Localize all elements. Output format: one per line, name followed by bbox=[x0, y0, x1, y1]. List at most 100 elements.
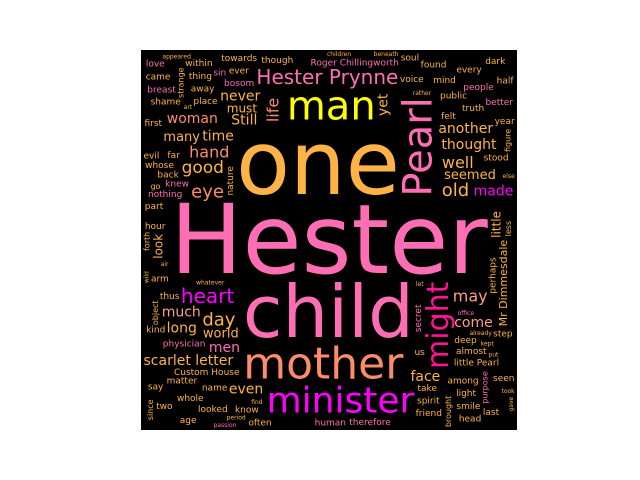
cloud-word: might bbox=[421, 281, 456, 369]
cloud-word: hand bbox=[189, 142, 229, 161]
cloud-word: world bbox=[203, 326, 239, 341]
cloud-word: whose bbox=[145, 161, 174, 171]
cloud-word: know bbox=[235, 406, 259, 416]
cloud-word: therefore bbox=[349, 418, 391, 428]
cloud-word: mind bbox=[433, 76, 456, 86]
cloud-word: better bbox=[485, 98, 513, 108]
cloud-word: Hester bbox=[170, 184, 488, 296]
cloud-word: already bbox=[469, 330, 492, 337]
cloud-word: one bbox=[236, 112, 400, 215]
cloud-word: though bbox=[261, 56, 293, 66]
cloud-word: dark bbox=[485, 57, 506, 67]
cloud-word: last bbox=[483, 408, 500, 418]
cloud-word: office bbox=[458, 310, 475, 317]
cloud-word: place bbox=[193, 97, 218, 107]
cloud-word: love bbox=[146, 60, 165, 70]
cloud-word: even bbox=[229, 382, 263, 398]
cloud-word: spirit bbox=[417, 396, 440, 406]
cloud-word: light bbox=[456, 389, 476, 399]
cloud-word: else bbox=[503, 173, 515, 180]
cloud-word: Hester Prynne bbox=[256, 65, 398, 89]
cloud-word: eye bbox=[191, 182, 224, 203]
cloud-word: part bbox=[145, 202, 164, 212]
cloud-word: first bbox=[144, 119, 162, 129]
cloud-word: time bbox=[202, 129, 234, 145]
cloud-word: object bbox=[151, 300, 160, 325]
cloud-word: among bbox=[447, 377, 478, 387]
cloud-word: forth bbox=[142, 232, 151, 251]
cloud-word: Mr Dimmesdale bbox=[497, 240, 510, 327]
cloud-word: old bbox=[442, 180, 469, 201]
cloud-word: truth bbox=[462, 104, 484, 114]
cloud-word: towards bbox=[221, 54, 257, 64]
cloud-word: made bbox=[474, 184, 514, 200]
cloud-word: looked bbox=[198, 405, 228, 415]
cloud-word: yet bbox=[375, 93, 391, 116]
cloud-word: often bbox=[248, 419, 271, 429]
cloud-word: air bbox=[161, 261, 169, 268]
cloud-word: breast bbox=[147, 85, 176, 95]
cloud-word: art bbox=[184, 104, 193, 111]
cloud-word: head bbox=[459, 415, 481, 425]
cloud-word: arm bbox=[151, 275, 169, 285]
cloud-word: secret bbox=[414, 304, 424, 332]
cloud-word: brought bbox=[444, 396, 453, 427]
cloud-word: whole bbox=[177, 394, 204, 404]
cloud-word: within bbox=[185, 59, 212, 69]
cloud-word: kept bbox=[481, 341, 495, 348]
cloud-word: hour bbox=[145, 222, 166, 232]
cloud-word: kind bbox=[146, 325, 165, 335]
cloud-word: us bbox=[414, 348, 425, 358]
cloud-word: well bbox=[442, 153, 474, 172]
cloud-word: almost bbox=[456, 347, 487, 357]
cloud-word: go bbox=[150, 182, 160, 191]
cloud-word: age bbox=[180, 416, 197, 426]
cloud-word: shame bbox=[151, 98, 182, 108]
cloud-word: passion bbox=[214, 422, 237, 429]
cloud-word: soul bbox=[401, 54, 419, 64]
cloud-word: felt bbox=[441, 112, 456, 122]
cloud-word: much bbox=[162, 304, 201, 320]
cloud-word: take bbox=[417, 384, 437, 394]
cloud-word: little Pearl bbox=[454, 358, 499, 368]
cloud-word: never bbox=[220, 88, 260, 104]
cloud-word: mother bbox=[243, 338, 404, 389]
cloud-word: came bbox=[146, 73, 171, 83]
cloud-word: since bbox=[146, 399, 155, 420]
cloud-word: period bbox=[227, 415, 246, 422]
cloud-word: knew bbox=[165, 179, 189, 189]
cloud-word: may bbox=[453, 287, 488, 306]
cloud-word: put bbox=[488, 352, 499, 359]
cloud-word: minister bbox=[267, 380, 415, 421]
cloud-word: wild bbox=[144, 271, 151, 283]
cloud-word: say bbox=[148, 383, 164, 393]
cloud-word: child bbox=[243, 270, 414, 354]
cloud-word: whatever bbox=[196, 280, 225, 287]
cloud-word: seemed bbox=[444, 168, 496, 183]
cloud-word: figure bbox=[503, 129, 512, 152]
cloud-word: Custom House bbox=[174, 368, 240, 378]
cloud-word: less bbox=[504, 221, 513, 236]
cloud-word: public bbox=[440, 92, 467, 102]
cloud-word: smile bbox=[456, 402, 480, 412]
cloud-word: bosom bbox=[224, 79, 254, 89]
cloud-word: Roger Chillingworth bbox=[311, 58, 399, 68]
cloud-word: nothing bbox=[148, 190, 182, 200]
word-cloud-background bbox=[141, 50, 517, 430]
cloud-word: find bbox=[251, 399, 263, 406]
cloud-word: gave bbox=[508, 396, 515, 411]
cloud-word: back bbox=[157, 171, 179, 181]
cloud-word: must bbox=[227, 102, 258, 116]
cloud-word: ever bbox=[229, 67, 249, 77]
cloud-word: Still bbox=[231, 112, 257, 128]
cloud-word: day bbox=[202, 310, 235, 331]
cloud-word: thing bbox=[189, 72, 212, 82]
cloud-word: people bbox=[463, 83, 494, 93]
cloud-word: name bbox=[202, 383, 228, 393]
cloud-word: physician bbox=[163, 339, 206, 349]
cloud-word: two bbox=[156, 402, 173, 412]
cloud-word: woman bbox=[167, 111, 218, 127]
cloud-word: sin bbox=[213, 68, 226, 78]
